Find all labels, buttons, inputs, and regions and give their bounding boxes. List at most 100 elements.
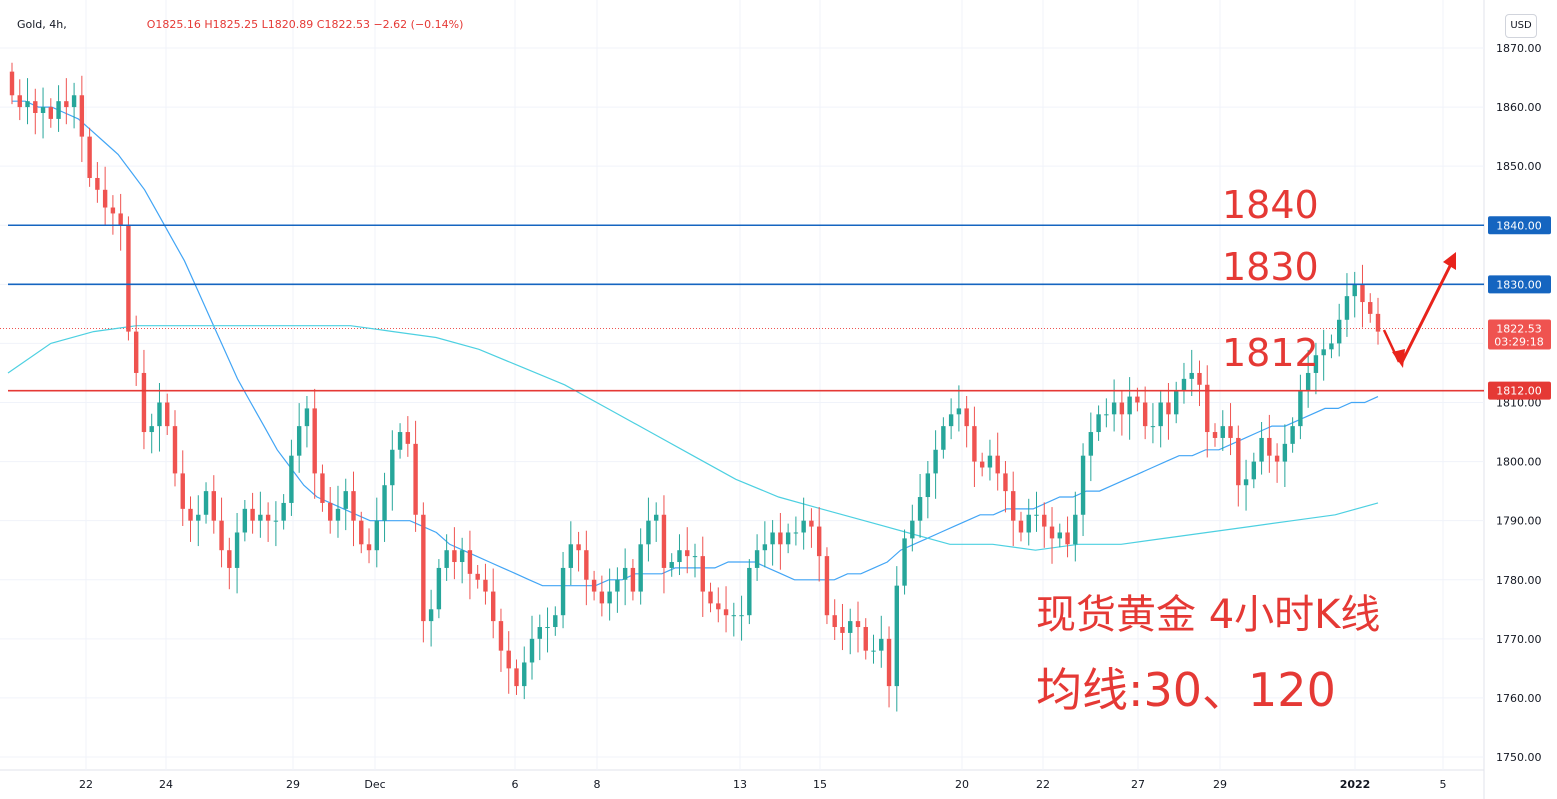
candle-body [9, 71, 15, 96]
candle-body [1135, 396, 1140, 403]
candle-body [172, 426, 178, 474]
candle-body [1042, 514, 1047, 527]
candle-body [762, 544, 768, 551]
price-tick-label: 1800.00 [1496, 456, 1542, 469]
candle-body [537, 627, 542, 639]
level-price-tag [1488, 216, 1551, 235]
candle-body [894, 585, 899, 687]
candle-body [444, 550, 449, 568]
currency-button[interactable]: USD [1505, 14, 1537, 38]
candle-body [1375, 313, 1381, 332]
candle-body [467, 550, 473, 574]
candle-body [910, 520, 915, 539]
down-arrow-head [1392, 349, 1405, 368]
price-tick-label: 1810.00 [1496, 397, 1542, 410]
candle-body [1305, 372, 1311, 391]
candle-body [1352, 284, 1357, 297]
candle-body [995, 455, 1000, 474]
candle-body [576, 544, 581, 551]
candle-body [343, 491, 348, 509]
candle-body [1205, 384, 1210, 433]
price-tick-label: 1770.00 [1496, 633, 1542, 646]
candle-body [17, 95, 22, 108]
candle-body [646, 520, 651, 545]
candle-body [661, 514, 667, 568]
candle-body [110, 207, 116, 214]
candle-body [917, 497, 923, 521]
candle-body [157, 402, 162, 427]
time-tick-label: 13 [733, 778, 747, 791]
candle-body [1150, 426, 1156, 428]
candle-body [979, 461, 985, 468]
candle-body [700, 556, 705, 592]
time-tick-label: 24 [159, 778, 173, 791]
candle-body [832, 615, 837, 628]
candle-body [359, 520, 364, 545]
candle-body [312, 408, 317, 474]
candle-body [1057, 532, 1062, 539]
candle-body [475, 573, 480, 580]
candle-body [1018, 520, 1024, 533]
candle-body [514, 668, 519, 687]
candle-body [452, 550, 457, 563]
candle-body [902, 538, 907, 586]
candle-body [925, 473, 931, 498]
chart-title: 现货黄金 4小时K线 [1036, 592, 1380, 638]
candle-body [630, 567, 636, 592]
candle-body [1282, 443, 1288, 462]
candle-body [1274, 455, 1280, 462]
candle-body [397, 432, 403, 450]
symbol-header: Gold, 4h, O1825.16 H1825.25 L1820.89 C182… [17, 18, 463, 31]
candle-body [1065, 532, 1070, 545]
candle-body [1166, 402, 1171, 415]
candle-body [265, 514, 271, 521]
forecast-arrows [1382, 252, 1456, 368]
candle-body [863, 627, 868, 651]
candle-body [79, 95, 85, 137]
candle-body [1174, 390, 1179, 415]
candle-body [71, 95, 77, 108]
candle-body [390, 449, 395, 486]
time-tick-label: Dec [364, 778, 385, 791]
candle-body [491, 591, 496, 622]
candle-body [459, 550, 465, 563]
time-tick-label: 2022 [1340, 778, 1371, 791]
price-axis[interactable]: 1870.001860.001850.001840.001830.001820.… [1488, 42, 1551, 764]
candle-body [1220, 426, 1225, 438]
candle-body [607, 591, 612, 604]
candle-body [987, 455, 993, 468]
time-tick-label: 22 [1036, 778, 1050, 791]
candle-body [335, 508, 341, 521]
candle-body [1298, 390, 1303, 427]
time-axis[interactable]: 22 24 29 Dec 6 8 13 15 20 22 27 29 2022 5 [79, 778, 1447, 791]
candle-body [242, 508, 248, 533]
candle-body [754, 550, 760, 568]
time-tick-label: 29 [1213, 778, 1227, 791]
candle-body [250, 508, 255, 521]
last-price-tag [1488, 319, 1551, 350]
candle-body [801, 520, 806, 533]
candle-body [778, 532, 783, 545]
candle-body [879, 638, 884, 651]
candle-body [48, 107, 54, 119]
candle-body [211, 491, 216, 521]
candle-body [1228, 426, 1233, 438]
level-price-tag [1488, 275, 1551, 294]
candle-body [615, 579, 620, 592]
candle-body [568, 544, 574, 568]
candle-body [1197, 372, 1202, 385]
symbol-label[interactable]: Gold, 4h, [17, 18, 67, 31]
ohlc-readout: O1825.16 H1825.25 L1820.89 C1822.53 −2.6… [146, 18, 464, 31]
candle-body [793, 532, 799, 534]
candle-body [871, 650, 876, 652]
candle-body [1313, 355, 1319, 373]
candle-body [770, 532, 775, 545]
candle-body [258, 514, 263, 521]
candle-body [95, 177, 100, 190]
candle-body [886, 638, 892, 687]
candle-body [1034, 514, 1039, 516]
candle-body [234, 532, 240, 568]
level-price-tag [1488, 381, 1551, 400]
time-tick-label: 27 [1131, 778, 1145, 791]
